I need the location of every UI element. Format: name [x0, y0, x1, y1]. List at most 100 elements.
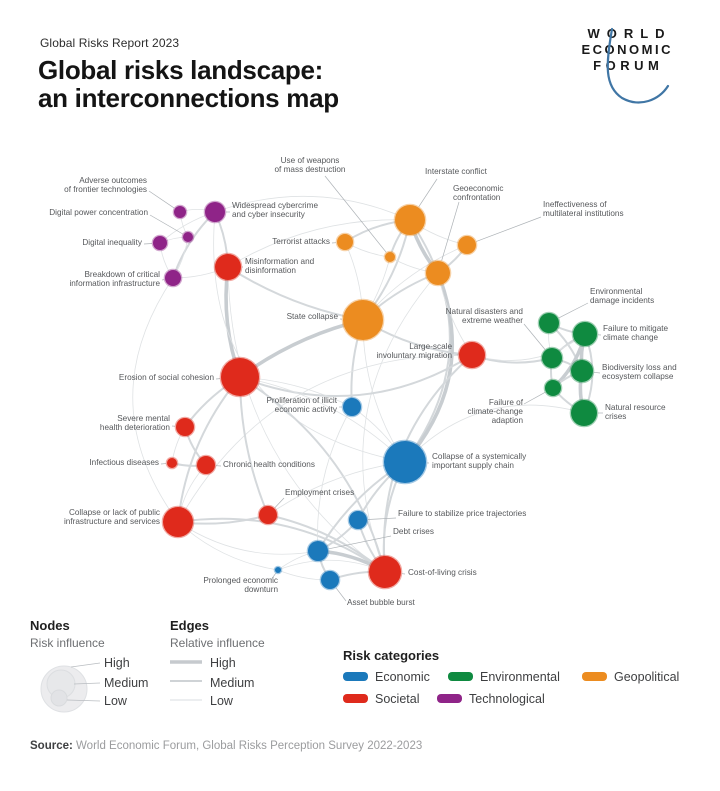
node-digital_power — [181, 230, 195, 244]
node-employment — [257, 504, 279, 526]
source-line: Source: World Economic Forum, Global Ris… — [30, 740, 422, 752]
node-prolonged_downturn — [273, 565, 283, 575]
edge-geoeconomic-supply_chain — [403, 271, 454, 464]
label-prolonged_downturn: Prolonged economic downturn — [203, 576, 278, 594]
page-title-line2: an interconnections map — [38, 83, 339, 113]
label-cost_living: Cost-of-living crisis — [408, 568, 477, 577]
node-climate_adaption — [543, 378, 563, 398]
node-illicit_economic — [341, 396, 363, 418]
label-cybercrime: Widespread cybercrime and cyber insecurit… — [232, 201, 318, 219]
node-misinformation — [213, 252, 243, 282]
edges-legend-title: Edges — [170, 618, 210, 633]
label-biodiversity: Biodiversity loss and ecosystem collapse — [602, 363, 677, 381]
economic-swatch-icon — [343, 672, 368, 681]
node-adverse_frontier_tech — [172, 204, 188, 220]
leader-digital_power — [149, 214, 183, 235]
node-geoeconomic — [424, 259, 452, 287]
report-kicker: Global Risks Report 2023 — [40, 36, 180, 50]
label-infrastructure: Collapse or lack of public infrastructure… — [64, 508, 160, 526]
environmental-label: Environmental — [480, 670, 560, 684]
leader-interstate — [418, 178, 438, 207]
edge-infrastructure-cost_living — [177, 517, 386, 573]
edges-legend-low: Low — [210, 694, 233, 708]
risk-categories-title: Risk categories — [343, 648, 440, 663]
nodes-legend-low: Low — [104, 694, 127, 708]
label-mental_health: Severe mental health deterioration — [100, 414, 171, 432]
leader-ineffectiveness — [476, 216, 542, 242]
label-illicit_economic: Proliferation of illicit economic activit… — [266, 396, 337, 414]
label-env_damage: Environmental damage incidents — [590, 287, 654, 305]
label-asset_bubble: Asset bubble burst — [347, 598, 416, 607]
label-interstate: Interstate conflict — [425, 167, 488, 176]
edge-breakdown_info-infrastructure — [132, 277, 179, 523]
label-failure_mitigate: Failure to mitigate climate change — [603, 324, 669, 342]
edge-natural_resource-supply_chain — [404, 404, 585, 463]
edge-infrastructure-debt — [177, 521, 319, 555]
environmental-swatch-icon — [448, 672, 473, 681]
label-supply_chain: Collapse of a systemically important supp… — [432, 452, 527, 470]
label-natural_resource: Natural resource crises — [605, 403, 666, 421]
economic-label: Economic — [375, 670, 430, 684]
leader-climate_adaption — [523, 392, 546, 405]
edge-migration-erosion_cohesion — [239, 354, 473, 397]
leader-env_damage — [558, 302, 589, 319]
label-misinformation: Misinformation and disinformation — [245, 257, 315, 275]
edge-erosion_cohesion-cost_living — [239, 376, 386, 573]
edges-legend-high: High — [210, 656, 236, 670]
leader-adverse_frontier_tech — [148, 190, 175, 209]
edge-misinformation-cost_living — [227, 266, 386, 573]
societal-swatch-icon — [343, 694, 368, 703]
node-erosion_cohesion — [219, 356, 261, 398]
leader-digital_inequality — [143, 243, 153, 245]
node-env_damage — [537, 311, 561, 335]
edges-legend-subtitle: Relative influence — [170, 636, 265, 650]
node-supply_chain — [382, 439, 428, 485]
legend-samples-icon — [40, 660, 202, 713]
label-chronic_health: Chronic health conditions — [223, 460, 315, 469]
node-price_trajectories — [347, 509, 369, 531]
edge-cybercrime-breakdown_info — [172, 211, 216, 279]
leader-price_trajectories — [367, 517, 397, 520]
page-title: Global risks landscape: an interconnecti… — [38, 56, 339, 112]
edge-cybercrime-interstate — [214, 195, 411, 221]
node-terrorist — [335, 232, 355, 252]
label-price_trajectories: Failure to stabilize price trajectories — [398, 509, 526, 518]
label-wmd: Use of weapons of mass destruction — [275, 156, 346, 174]
node-ineffectiveness — [456, 234, 478, 256]
edge-misinformation-interstate — [227, 219, 411, 268]
node-mental_health — [174, 416, 196, 438]
leader-prolonged_downturn — [270, 573, 276, 581]
label-debt: Debt crises — [393, 527, 434, 536]
geopolitical-swatch-icon — [582, 672, 607, 681]
node-cost_living — [367, 554, 403, 590]
technological-label: Technological — [469, 692, 545, 706]
leader-asset_bubble — [335, 587, 347, 602]
leader-employment — [274, 497, 285, 508]
label-infectious: Infectious diseases — [89, 458, 159, 467]
node-state_collapse — [341, 298, 385, 342]
node-natural_resource — [569, 398, 599, 428]
leader-debt — [328, 535, 392, 550]
label-migration: Large-scale involuntary migration — [376, 342, 452, 360]
node-cybercrime — [203, 200, 227, 224]
leader-wmd — [324, 175, 387, 253]
label-geoeconomic: Geoeconomic confrontation — [453, 184, 504, 202]
node-debt — [306, 539, 330, 563]
edge-erosion_cohesion-supply_chain — [239, 376, 406, 463]
node-infrastructure — [161, 505, 195, 539]
label-adverse_frontier_tech: Adverse outcomes of frontier technologies — [64, 176, 147, 194]
edges-legend-medium: Medium — [210, 676, 255, 690]
node-failure_mitigate — [571, 320, 599, 348]
nodes-legend-medium: Medium — [104, 676, 149, 690]
leader-geoeconomic — [441, 201, 460, 261]
label-natural_disasters: Natural disasters and extreme weather — [446, 307, 524, 325]
label-digital_inequality: Digital inequality — [82, 238, 143, 247]
label-ineffectiveness: Ineffectiveness of multilateral instituti… — [543, 200, 624, 218]
edge-failure_mitigate-migration — [471, 333, 586, 361]
edge-illicit_economic-debt — [317, 406, 353, 552]
label-erosion_cohesion: Erosion of social cohesion — [119, 373, 215, 382]
geopolitical-label: Geopolitical — [614, 670, 680, 684]
leader-biodiversity — [593, 371, 601, 374]
